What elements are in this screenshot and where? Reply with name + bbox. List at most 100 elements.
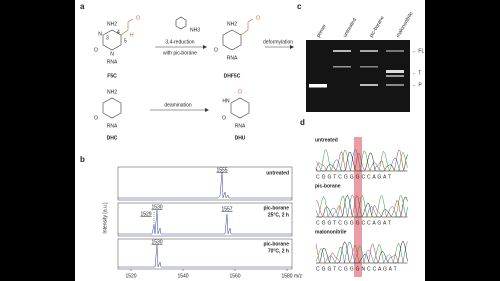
bond-line [118, 209, 292, 235]
trace [315, 151, 408, 172]
x-tick-label: 1580 [281, 273, 292, 279]
condition: untreated [266, 170, 289, 176]
x-tick-label: 1540 [177, 273, 188, 279]
trace-condition: untreated [315, 137, 338, 143]
atom: O [136, 15, 140, 21]
panel-label: a [80, 2, 85, 11]
spectrum: 1530 1529 1557 pic-borane 25°C, 2 h [117, 202, 293, 237]
atom: O [256, 15, 260, 21]
bond-line [118, 171, 292, 199]
atom: NH2 [107, 89, 117, 95]
box [309, 84, 327, 88]
trace [315, 242, 408, 264]
condition-detail: 70°C, 2 h [268, 248, 289, 254]
arrow-label: deamination [164, 102, 191, 108]
box [117, 202, 293, 237]
atom: O [94, 47, 98, 53]
compound-name: F5C [107, 73, 117, 79]
compound-name: DHU [235, 135, 246, 141]
atom: RNA [107, 123, 118, 129]
trace [315, 194, 408, 218]
box [333, 50, 351, 52]
ring-bond [102, 97, 122, 119]
atom-number: 3 [106, 35, 109, 41]
reduction-arrow: NH3 3,4-reduction with pic-borane [155, 16, 207, 56]
dhf5c-structure: NH2 O RNA O DHF5C [214, 15, 260, 79]
box [333, 66, 351, 68]
trace-sequence: C G G T C G G G C C A G A T [316, 174, 391, 180]
dhu-structure: O HN O RNA DHU [222, 89, 250, 141]
condition-detail: 25°C, 2 h [268, 212, 289, 218]
x-axis: 1520 1540 1560 1580 m/z [125, 269, 303, 279]
atom: NH2 [227, 21, 237, 27]
peak-label: 1529 [140, 211, 151, 217]
reagent: NH3 [190, 27, 200, 33]
atom: N [98, 31, 102, 37]
trace-sequence: C G G T C G G G C C A G A T [316, 220, 391, 226]
x-tick-label: 1560 [229, 273, 240, 279]
x-axis-unit: m/z [294, 273, 303, 279]
condition: pic-borane [263, 241, 289, 247]
deformylation-arrow: deformylation [263, 39, 294, 49]
atom: HN [222, 98, 230, 104]
ring-bond [203, 45, 207, 49]
atom: N [110, 51, 114, 57]
peak-label: 1555 [216, 167, 227, 173]
dhc-structure: NH2 O RNA DHC [94, 89, 122, 141]
atom: RNA [235, 123, 246, 129]
box [360, 50, 378, 52]
compound-name: DHF5C [224, 73, 241, 79]
x-tick-label: 1520 [125, 273, 136, 279]
ring-bond [205, 108, 209, 112]
box [386, 75, 404, 77]
band-label: ← P [412, 82, 422, 88]
panel-label: c [297, 2, 302, 11]
deamination-arrow: deamination [150, 102, 209, 112]
ring-bond [290, 45, 294, 49]
panel-label: b [80, 155, 85, 164]
box [386, 50, 404, 52]
condition: pic-borane [263, 205, 289, 211]
box [360, 84, 378, 86]
atom: O [238, 89, 242, 95]
box [117, 166, 293, 201]
atom: NH2 [107, 21, 117, 27]
y-axis-label: Intensity [a.u.] [102, 202, 108, 234]
f5c-structure: NH2 N O N RNA O H 5 4 3 F5C [94, 15, 140, 79]
trace [315, 194, 408, 218]
panel-label: d [300, 118, 305, 127]
peak-label: 1530 [151, 239, 162, 245]
peak-label: 1557 [221, 206, 232, 212]
band-label: ← FL [412, 48, 424, 54]
bond-line [240, 18, 254, 36]
trace-condition: pic-borane [315, 183, 341, 189]
bond-line [120, 18, 134, 36]
box [360, 66, 378, 68]
box [386, 70, 404, 73]
arrow-label: with pic-borane [163, 50, 197, 56]
atom: O [222, 115, 226, 121]
ring-bond [230, 97, 250, 119]
atom: RNA [227, 55, 238, 61]
atom: RNA [107, 59, 118, 65]
atom: H [130, 32, 134, 38]
band-label: ← T [412, 70, 421, 76]
gel [306, 40, 410, 112]
bond-line [118, 244, 292, 268]
arrow-label: deformylation [263, 39, 293, 45]
box [386, 84, 404, 86]
ring-bond [175, 16, 187, 30]
peak-label: 1530 [151, 204, 162, 210]
trace-condition: malononitrile [315, 229, 347, 235]
spectrum: 1555 untreated [117, 166, 293, 201]
spectrum: 1530 pic-borane 70°C, 2 h [117, 238, 293, 270]
trace [315, 149, 408, 172]
sequencing-traces: untreated C G G T C G G G C C A G A T pic-… [315, 137, 408, 272]
atom: O [94, 115, 98, 121]
atom: O [214, 47, 218, 53]
arrow-label: 3,4-reduction [165, 39, 194, 45]
highlight-band [354, 137, 362, 277]
box [117, 238, 293, 270]
